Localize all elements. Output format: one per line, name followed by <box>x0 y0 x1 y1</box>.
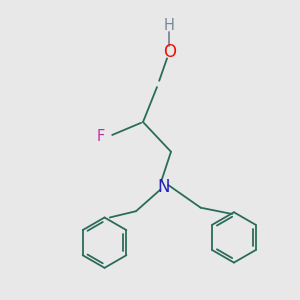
Text: O: O <box>163 43 176 61</box>
Text: N: N <box>158 178 170 196</box>
Text: H: H <box>164 18 175 33</box>
Text: F: F <box>96 129 104 144</box>
